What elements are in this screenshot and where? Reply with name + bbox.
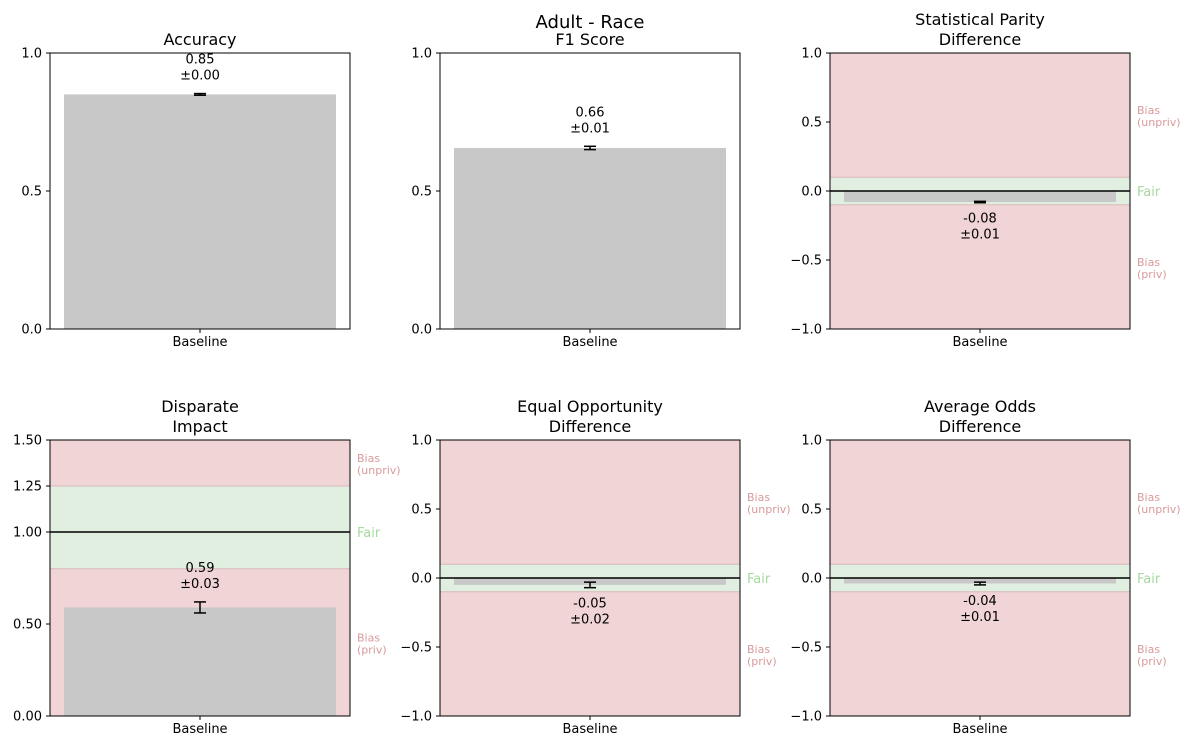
bar-baseline (454, 147, 726, 329)
value-label: -0.08 (963, 212, 997, 227)
subplot-title: Impact (172, 417, 227, 436)
y-tick-label: −1.0 (790, 323, 822, 338)
subplot-3: -0.08±0.01 −1.0 −0.5 0.0 0.5 1.0 Baseline Stati… (790, 10, 1180, 350)
value-error-label: ±0.01 (570, 121, 610, 136)
bar-baseline (844, 191, 1116, 203)
y-tick-label: 0.5 (411, 503, 432, 518)
subplot-5: -0.05±0.02 −1.0 −0.5 0.0 0.5 1.0 Baseline Equal… (400, 397, 790, 737)
y-tick-label: 1.0 (21, 47, 42, 62)
y-tick-label: 0.0 (801, 572, 822, 587)
subplot-6: -0.04±0.01 −1.0 −0.5 0.0 0.5 1.0 Baseline Avera… (790, 397, 1180, 737)
x-tick-label: Baseline (562, 335, 617, 350)
value-label: -0.05 (573, 597, 607, 612)
figure-suptitle: Adult - Race (536, 12, 645, 33)
zone-label-fair: Fair (1137, 572, 1161, 587)
value-label: 0.85 (186, 53, 215, 68)
subplot-title: Accuracy (163, 30, 236, 49)
zone-label-fair: Fair (747, 572, 771, 587)
y-tick-label: 0.5 (801, 116, 822, 131)
value-error-label: ±0.01 (960, 610, 1000, 625)
value-error-label: ±0.02 (570, 613, 610, 628)
y-tick-label: 0.5 (801, 503, 822, 518)
zone-label-bias-priv-sub: (priv) (747, 655, 777, 668)
zone-label-bias-priv: Bias (357, 631, 380, 644)
value-label: -0.04 (963, 594, 997, 609)
y-tick-label: 0.5 (411, 185, 432, 200)
value-label: 0.66 (576, 105, 605, 120)
y-tick-label: 0.0 (21, 323, 42, 338)
value-error-label: ±0.03 (180, 577, 220, 592)
y-tick-label: −0.5 (400, 641, 432, 656)
subplot-1: 0.85±0.00 0.0 0.5 1.0 Baseline Accuracy (21, 30, 351, 350)
subplot-title: Statistical Parity (915, 10, 1045, 29)
y-tick-label: 1.0 (411, 47, 432, 62)
zone-label-bias-unpriv: Bias (1137, 104, 1160, 117)
zone-label-bias-priv-sub: (priv) (357, 643, 387, 656)
subplot-2: 0.66±0.01 0.0 0.5 1.0 Baseline F1 Score (411, 30, 741, 350)
y-tick-label: −0.5 (790, 641, 822, 656)
bias-zone-upper (830, 440, 1130, 565)
subplot-title: Average Odds (924, 397, 1036, 416)
y-tick-label: −1.0 (400, 710, 432, 725)
subplot-title: F1 Score (555, 30, 624, 49)
y-tick-label: 0.00 (13, 710, 42, 725)
subplot-title: Disparate (161, 397, 239, 416)
bar-baseline (64, 607, 336, 716)
subplot-title: Equal Opportunity (517, 397, 663, 416)
y-tick-label: 0.0 (411, 323, 432, 338)
zone-label-bias-unpriv-sub: (unpriv) (747, 503, 791, 516)
bias-zone-lower (440, 591, 740, 716)
subplot-title: Difference (939, 30, 1021, 49)
x-tick-label: Baseline (172, 335, 227, 350)
zone-label-bias-priv-sub: (priv) (1137, 655, 1167, 668)
y-tick-label: 1.0 (801, 47, 822, 62)
bias-zone-lower (830, 591, 1130, 716)
y-tick-label: 0.50 (13, 618, 42, 633)
zone-label-bias-priv: Bias (1137, 643, 1160, 656)
zone-label-bias-priv-sub: (priv) (1137, 268, 1167, 281)
bias-zone-upper (50, 440, 350, 486)
y-tick-label: −0.5 (790, 254, 822, 269)
y-tick-label: 1.25 (13, 480, 42, 495)
bar-baseline (844, 578, 1116, 584)
zone-label-fair: Fair (1137, 185, 1161, 200)
zone-label-bias-unpriv: Bias (747, 491, 770, 504)
y-tick-label: 1.0 (411, 434, 432, 449)
zone-label-bias-priv: Bias (1137, 256, 1160, 269)
value-label: 0.59 (186, 561, 215, 576)
y-tick-label: 0.0 (411, 572, 432, 587)
zone-label-bias-unpriv: Bias (357, 452, 380, 465)
x-tick-label: Baseline (172, 722, 227, 737)
y-tick-label: 1.00 (13, 526, 42, 541)
zone-label-bias-unpriv-sub: (unpriv) (1137, 503, 1181, 516)
subplot-title: Difference (549, 417, 631, 436)
subplot-title: Difference (939, 417, 1021, 436)
y-tick-label: 1.50 (13, 434, 42, 449)
y-tick-label: −1.0 (790, 710, 822, 725)
bias-zone-lower (830, 204, 1130, 329)
bias-zone-upper (830, 53, 1130, 178)
value-error-label: ±0.00 (180, 69, 220, 84)
x-tick-label: Baseline (562, 722, 617, 737)
fair-zone (50, 486, 350, 569)
bias-zone-upper (440, 440, 740, 565)
x-tick-label: Baseline (952, 722, 1007, 737)
bar-baseline (64, 94, 336, 330)
y-tick-label: 0.5 (21, 185, 42, 200)
y-tick-label: 1.0 (801, 434, 822, 449)
y-tick-label: 0.0 (801, 185, 822, 200)
zone-label-bias-unpriv-sub: (unpriv) (357, 464, 401, 477)
value-error-label: ±0.01 (960, 228, 1000, 243)
zone-label-bias-unpriv-sub: (unpriv) (1137, 116, 1181, 129)
zone-label-bias-unpriv: Bias (1137, 491, 1160, 504)
zone-label-bias-priv: Bias (747, 643, 770, 656)
x-tick-label: Baseline (952, 335, 1007, 350)
zone-label-fair: Fair (357, 526, 381, 541)
subplot-4: 0.59±0.03 0.00 0.50 1.00 1.25 1.50 Baseline Dis… (13, 397, 401, 737)
